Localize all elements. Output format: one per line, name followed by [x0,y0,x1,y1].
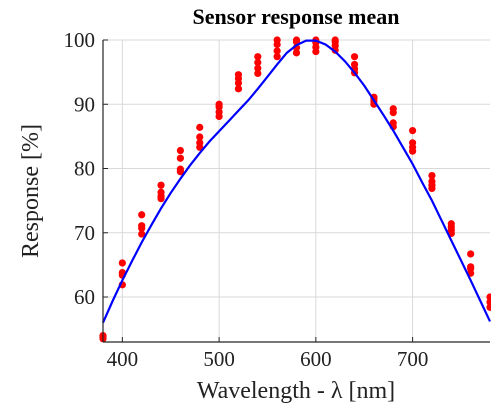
fit-curve [101,39,491,324]
data-point [389,105,397,113]
data-point [273,47,281,55]
data-point [331,36,339,44]
x-tick-label: 400 [107,347,139,371]
data-point [254,53,262,61]
data-point [467,263,475,271]
data-point [273,36,281,44]
data-point [157,188,165,196]
y-axis-label: Response [%] [18,124,44,258]
x-axis-label: Wavelength - λ [nm] [197,378,395,404]
data-point [254,64,262,72]
data-point [428,171,436,180]
data-point [273,53,281,61]
data-point [176,146,184,155]
data-point [350,60,359,69]
data-point [428,177,436,185]
x-tick-label: 500 [203,347,235,371]
y-tick-label: 100 [64,28,96,52]
data-point [409,127,417,135]
data-point [254,69,262,78]
data-point [118,259,126,267]
data-points [99,36,491,343]
data-point [138,211,146,219]
data-point [196,139,204,147]
x-tick-label: 600 [300,347,332,371]
data-point [389,119,397,127]
data-point [292,36,301,44]
data-point [196,123,204,131]
data-point [350,53,359,61]
data-point [234,71,243,79]
y-tick-label: 90 [74,92,95,116]
data-point [234,85,243,93]
axes [102,39,490,343]
data-point [138,222,146,230]
chart-title: Sensor response mean [193,4,400,29]
grid-lines [103,39,490,342]
data-point [447,220,455,228]
x-tick-label: 700 [397,347,429,371]
data-point [196,133,204,141]
plot-background [103,40,490,342]
data-point [176,154,184,162]
tick-labels: 400 500 600 700 60 70 80 90 100 [64,28,429,371]
data-point [138,230,146,238]
data-point [176,165,184,173]
data-point [486,293,491,301]
y-tick-label: 60 [74,285,95,309]
data-point [215,100,223,108]
data-point [467,250,475,258]
data-point [215,108,223,116]
data-point [292,49,301,57]
data-point [254,58,262,67]
data-point [409,139,417,147]
data-point [157,181,165,189]
y-tick-label: 70 [74,221,95,245]
y-tick-label: 80 [74,157,95,181]
